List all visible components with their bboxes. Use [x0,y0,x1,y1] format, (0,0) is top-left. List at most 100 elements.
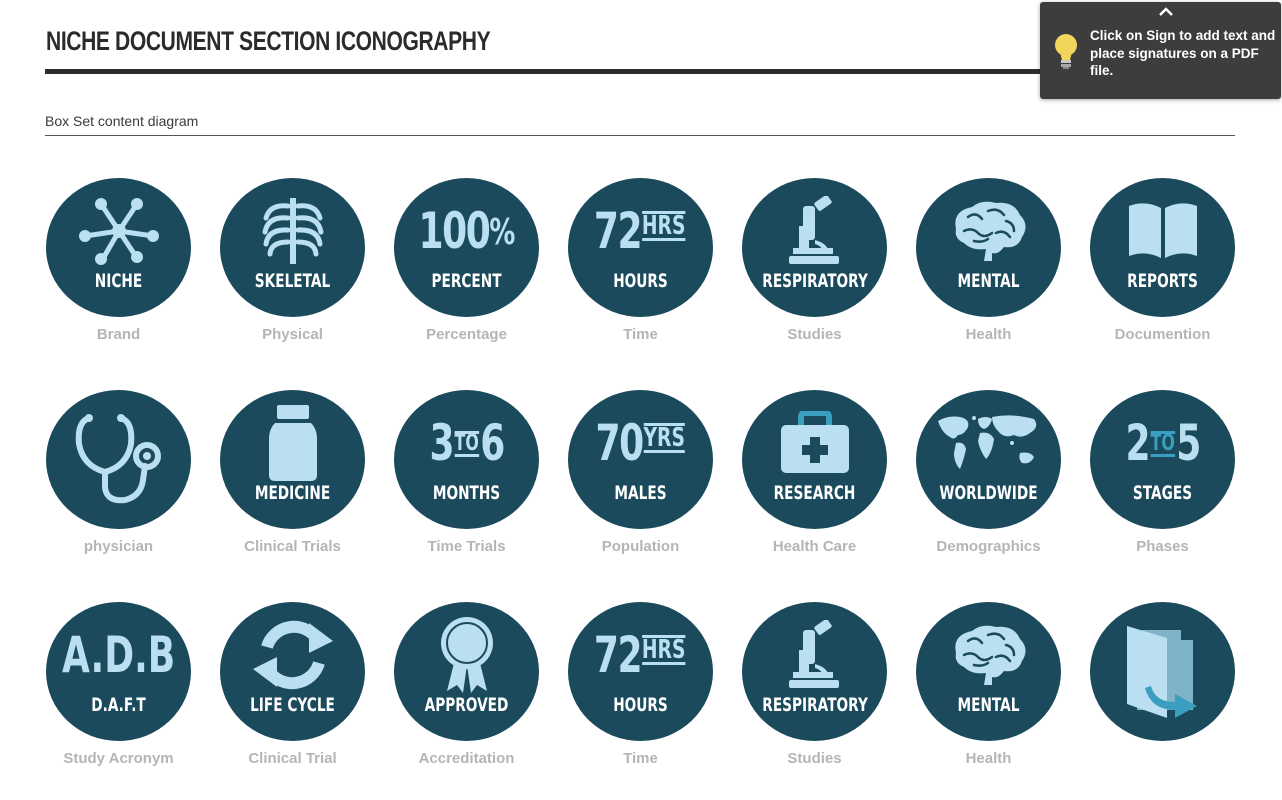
glyph-unit: TO [1150,431,1175,457]
award-ribbon-icon [394,617,539,693]
years-icon: 70YRS [568,408,713,478]
molecule-icon [46,196,191,266]
acronym-icon: A.D.B [46,620,191,690]
icon-circle [46,390,191,529]
icon-tile-acronym: A.D.B D.A.F.T Study Acronym [46,602,191,767]
icon-circle: 3TO6 MONTHS [394,390,539,529]
icon-caption: Clinical Trial [248,750,337,767]
hours-icon: 72HRS [568,196,713,266]
icon-caption: Study Acronym [63,750,174,767]
brain-icon [916,620,1061,690]
glyph-unit: % [489,212,516,253]
icon-caption: Demographics [936,538,1041,555]
icon-caption: Health [965,750,1012,767]
icon-circle: APPROVED [394,602,539,741]
icon-circle: NICHE [46,178,191,317]
ribcage-icon [220,196,365,266]
page-title: NICHE DOCUMENT SECTION ICONOGRAPHY [46,26,491,56]
icon-tile-mental-2: MENTAL Health [916,602,1061,767]
icon-caption: Health [965,326,1012,343]
icon-caption: Phases [1136,538,1189,555]
lightbulb-icon [1053,32,1079,75]
circle-label: RESPIRATORY [762,270,868,292]
circle-label: MALES [614,482,667,504]
icon-tile-males: 70YRS MALES Population [568,390,713,555]
icon-caption: Clinical Trials [244,538,341,555]
stethoscope-icon [46,410,191,510]
icon-circle: MEDICINE [220,390,365,529]
glyph-unit: HRS [642,211,686,241]
glyph-number: 6 [480,414,505,472]
pill-bottle-icon [220,405,365,481]
icon-tile-worldwide: WORLDWIDE Demographics [916,390,1061,555]
glyph-number: 100 [418,202,491,260]
circle-label: STAGES [1132,482,1193,504]
icon-caption: Studies [787,326,842,343]
icon-circle: 70YRS MALES [568,390,713,529]
icon-caption: Brand [96,326,141,343]
icon-tile-niche: NICHE Brand [46,178,191,343]
chevron-up-icon[interactable] [1154,4,1178,18]
icon-tile-physician: physician [46,390,191,555]
icon-circle: 2TO5 STAGES [1090,390,1235,529]
circle-label: HOURS [613,694,668,716]
icon-tile-approved: APPROVED Accreditation [394,602,539,767]
circle-label: MONTHS [432,482,501,504]
range-icon: 2TO5 [1090,408,1235,478]
tooltip-text: Click on Sign to add text and place sign… [1090,28,1276,78]
icon-caption: Accreditation [418,750,515,767]
icon-tile-medicine: MEDICINE Clinical Trials [220,390,365,555]
icon-caption: Health Care [772,538,857,555]
circle-label: REPORTS [1127,270,1198,292]
microscope-icon [742,620,887,690]
glyph-number: 72 [594,626,643,684]
circle-label: PERCENT [431,270,502,292]
icon-circle: RESEARCH [742,390,887,529]
glyph-unit: TO [454,431,479,457]
icon-tile-percent: 100% PERCENT Percentage [394,178,539,343]
icon-tile-months: 3TO6 MONTHS Time Trials [394,390,539,555]
icon-tile-stages: 2TO5 STAGES Phases [1090,390,1235,555]
icon-tile-folder-export [1090,602,1235,741]
icon-circle: RESPIRATORY [742,602,887,741]
icon-caption: Documention [1114,326,1211,343]
brain-icon [916,196,1061,266]
glyph-number: 5 [1176,414,1201,472]
icon-circle: WORLDWIDE [916,390,1061,529]
icon-circle: 72HRS HOURS [568,178,713,317]
icon-circle: MENTAL [916,602,1061,741]
microscope-icon [742,196,887,266]
icon-circle: A.D.B D.A.F.T [46,602,191,741]
hours-icon: 72HRS [568,620,713,690]
glyph-number: 3 [429,414,454,472]
circle-label: NICHE [94,270,143,292]
glyph-unit: YRS [643,423,685,453]
percent-icon: 100% [394,196,539,266]
icon-caption: Population [601,538,680,555]
icon-circle: LIFE CYCLE [220,602,365,741]
book-icon [1090,196,1235,266]
circle-label: RESPIRATORY [762,694,868,716]
circle-label: RESEARCH [773,482,856,504]
circle-label: WORLDWIDE [939,482,1038,504]
range-icon: 3TO6 [394,408,539,478]
icon-caption: Percentage [426,326,507,343]
subtitle-divider [45,135,1235,136]
icon-tile-respiratory-2: RESPIRATORY Studies [742,602,887,767]
icon-caption: Time [623,326,658,343]
cycle-arrows-icon [220,620,365,690]
icon-tile-skeletal: SKELETAL Physical [220,178,365,343]
icon-tile-mental: MENTAL Health [916,178,1061,343]
icon-tile-hours-2: 72HRS HOURS Time [568,602,713,767]
glyph-number: A.D.B [61,626,176,684]
glyph-number: 2 [1125,414,1150,472]
sign-tip-popup: Click on Sign to add text and place sign… [1040,2,1281,99]
section-subtitle: Box Set content diagram [45,113,199,129]
glyph-number: 70 [595,414,644,472]
circle-label: D.A.F.T [91,694,146,716]
icon-circle: SKELETAL [220,178,365,317]
circle-label: HOURS [613,270,668,292]
title-divider [45,69,1235,74]
circle-label: MENTAL [957,270,1020,292]
circle-label: SKELETAL [254,270,331,292]
